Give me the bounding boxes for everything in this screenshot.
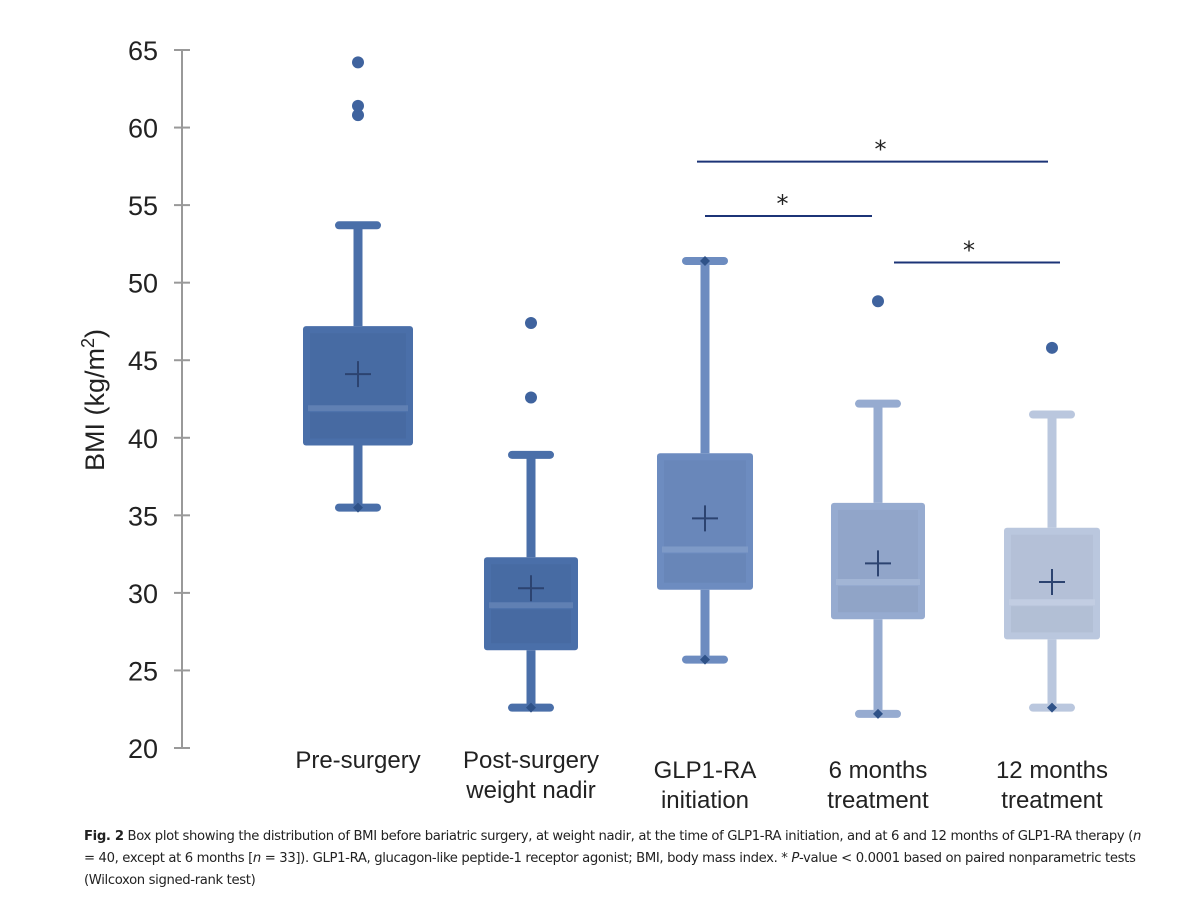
figure-caption: Fig. 2 Box plot showing the distribution… [84,826,1144,892]
outlier-point [352,99,364,112]
box-lower-half [664,553,746,583]
y-axis: 20 25 30 35 40 45 50 55 60 65 [128,36,190,764]
whisker-end-marker [353,502,363,513]
caption-label: Fig. 2 [84,829,124,844]
box-2 [657,255,753,665]
y-tick-label: 35 [128,501,158,531]
box-plot-chart: 20 25 30 35 40 45 50 55 60 65 BMI (kg/m2) * * * Pre… [78,36,1108,814]
caption-p: P [791,851,799,866]
x-tick-label: weight nadir [465,777,595,804]
significance-bars: * * * [697,136,1060,265]
box-1 [484,316,578,713]
caption-text: = 40, except at 6 months [ [84,851,253,866]
caption-text: = 33]). GLP1-RA, glucagon-like peptide-1… [260,851,792,866]
y-tick-label: 50 [128,269,158,299]
x-tick-label: 6 months [829,757,928,784]
whisker-end-marker [1047,702,1057,713]
box-iqr [484,557,578,651]
y-tick-label: 60 [128,114,158,144]
mean-marker [865,550,891,577]
x-tick-label: treatment [827,787,929,814]
box-0 [303,56,413,513]
boxes [303,56,1100,719]
y-tick-label: 30 [128,579,158,609]
y-tick-label: 55 [128,191,158,221]
outlier-point [352,56,364,69]
box-upper-half [664,460,746,546]
outlier-point [525,316,537,329]
significance-star: * [875,136,887,164]
caption-text: -value < 0.0001 based on paired nonparam… [84,851,1136,888]
box-lower-half [1011,606,1093,633]
y-tick-label: 40 [128,424,158,454]
whisker-end-marker [526,702,536,713]
outlier-point [525,391,537,404]
box-lower-half [310,412,406,439]
x-tick-labels: Pre-surgery Post-surgery weight nadir GLP1-… [295,747,1108,814]
significance-star: * [963,237,975,265]
box-4 [1004,341,1100,713]
outlier-point [352,109,364,122]
x-tick-label: Post-surgery [463,747,599,774]
mean-marker [692,505,718,532]
caption-n: n [252,851,261,866]
outlier-point [1046,341,1058,354]
whisker-end-marker [700,654,710,665]
caption-text: Box plot showing the distribution of BMI… [123,829,1133,844]
x-tick-label: GLP1-RA [654,757,757,784]
x-tick-label: initiation [661,787,749,814]
significance-star: * [777,190,789,218]
y-tick-label: 25 [128,656,158,686]
mean-marker [345,361,371,388]
y-tick-label: 45 [128,346,158,376]
caption-n: n [1132,829,1141,844]
whisker-end-marker [700,255,710,266]
y-tick-label: 20 [128,734,158,764]
mean-marker [518,575,544,602]
whisker-end-marker [873,708,883,719]
box-3 [831,295,925,719]
x-tick-label: 12 months [996,757,1108,784]
y-tick-label: 65 [128,36,158,66]
x-tick-label: Pre-surgery [295,747,420,774]
mean-marker [1039,569,1065,596]
y-axis-label: BMI (kg/m2) [78,329,110,471]
box-lower-half [838,586,918,613]
x-tick-label: treatment [1001,787,1103,814]
box-lower-half [491,609,571,644]
outlier-point [872,295,884,308]
